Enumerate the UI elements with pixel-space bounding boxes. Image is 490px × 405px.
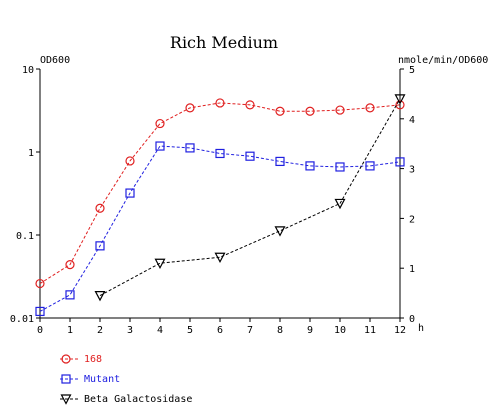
chart-title: Rich Medium xyxy=(170,33,278,52)
legend-marker xyxy=(61,354,71,364)
data-point xyxy=(65,290,75,300)
series-line xyxy=(39,145,401,312)
right-axis-label: nmole/min/OD600 xyxy=(398,55,488,66)
x-tick-label: 6 xyxy=(217,325,223,336)
legend-label: Beta Galactosidase xyxy=(84,394,192,405)
data-point xyxy=(245,151,255,161)
series-group xyxy=(35,94,406,317)
data-point xyxy=(35,278,45,289)
data-point xyxy=(335,162,345,172)
data-point xyxy=(335,105,345,115)
right-tick-label: 5 xyxy=(409,65,415,76)
data-point xyxy=(334,198,346,210)
legend-marker xyxy=(61,374,71,384)
data-point xyxy=(365,103,375,113)
legend-label: 168 xyxy=(84,354,102,365)
data-point xyxy=(95,203,105,213)
data-point xyxy=(65,259,75,270)
data-point xyxy=(95,241,105,251)
data-point xyxy=(155,118,165,129)
data-point xyxy=(155,141,165,151)
series-line xyxy=(39,102,401,284)
x-tick-label: 5 xyxy=(187,325,193,336)
data-point xyxy=(245,100,255,110)
data-point xyxy=(214,252,226,264)
right-tick-label: 4 xyxy=(409,115,415,126)
x-tick-label: 3 xyxy=(127,325,133,336)
left-tick-label: 0.1 xyxy=(16,231,34,242)
legend-label: Mutant xyxy=(84,374,120,385)
data-point xyxy=(305,161,315,171)
x-tick-label: 4 xyxy=(157,325,163,336)
data-point xyxy=(215,148,225,159)
x-tick-label: 0 xyxy=(37,325,43,336)
data-point xyxy=(305,106,315,116)
data-point xyxy=(395,157,405,167)
data-point xyxy=(275,156,285,167)
right-tick-label: 1 xyxy=(409,264,415,275)
left-tick-label: 1 xyxy=(28,148,34,159)
x-tick-label: 9 xyxy=(307,325,313,336)
right-axis-ticks: 0 1 2 3 4 5 xyxy=(400,65,415,325)
data-point xyxy=(35,306,45,317)
x-tick-label: 10 xyxy=(334,325,346,336)
data-point xyxy=(125,156,135,166)
data-point xyxy=(395,100,405,110)
data-point xyxy=(275,106,285,116)
x-tick-label: 1 xyxy=(67,325,73,336)
data-point xyxy=(154,258,166,270)
data-point xyxy=(394,94,406,105)
data-point xyxy=(274,226,286,237)
data-point xyxy=(365,161,375,171)
x-tick-label: 2 xyxy=(97,325,103,336)
x-tick-label: 7 xyxy=(247,325,253,336)
x-axis-ticks: 0 1 2 3 4 5 6 7 8 9 10 11 12 xyxy=(37,318,406,336)
left-axis-ticks: 0.01 0.1 1 10 xyxy=(10,65,40,325)
x-axis-unit-label: h xyxy=(418,323,424,334)
x-tick-label: 12 xyxy=(394,325,406,336)
left-axis-label: OD600 xyxy=(40,55,70,66)
right-tick-label: 0 xyxy=(409,314,415,325)
left-tick-label: 10 xyxy=(22,65,34,76)
left-tick-label: 0.01 xyxy=(10,314,34,325)
data-point xyxy=(185,103,195,113)
x-tick-label: 11 xyxy=(364,325,376,336)
right-tick-label: 3 xyxy=(409,165,415,176)
legend: 168 Mutant Beta Galactosidase xyxy=(60,354,192,405)
data-point xyxy=(215,98,225,108)
data-point xyxy=(125,188,135,198)
data-point xyxy=(185,143,195,153)
right-tick-label: 2 xyxy=(409,214,415,225)
data-point xyxy=(94,290,106,302)
x-tick-label: 8 xyxy=(277,325,283,336)
legend-marker xyxy=(60,394,72,405)
series-line xyxy=(99,98,401,297)
